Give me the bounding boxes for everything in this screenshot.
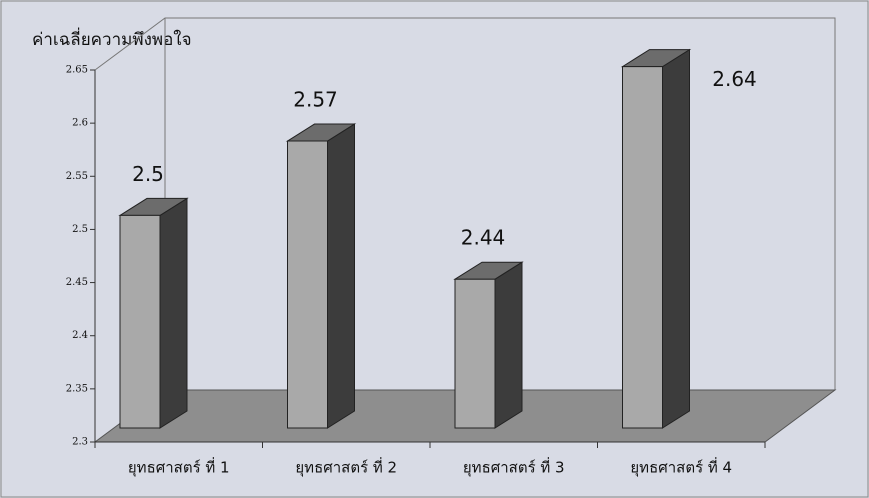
bar-front	[622, 66, 663, 429]
x-tick-label: ยุทธศาสตร์ ที่ 3	[463, 457, 565, 478]
bar-side	[327, 123, 355, 429]
y-tick-label: 2.45	[66, 277, 88, 288]
x-tick-label: ยุทธศาสตร์ ที่ 4	[630, 457, 732, 478]
y-tick-label: 2.3	[72, 437, 88, 448]
bar-front	[454, 278, 496, 429]
x-tick-label: ยุทธศาสตร์ ที่ 2	[295, 457, 397, 478]
y-tick-label: 2.55	[66, 171, 88, 182]
y-axis-title: ค่าเฉลี่ยความพึงพอใจ	[32, 27, 192, 50]
data-label: 2.57	[293, 88, 338, 112]
bar	[118, 197, 189, 429]
bar-front	[119, 214, 161, 429]
bar-side	[494, 261, 523, 429]
bar	[285, 123, 357, 429]
data-label: 2.44	[461, 226, 506, 250]
y-tick-label: 2.65	[66, 65, 88, 76]
data-label: 2.5	[132, 162, 164, 186]
back-wall	[94, 17, 836, 390]
y-tick-label: 2.5	[72, 224, 88, 235]
y-tick-label: 2.6	[72, 118, 88, 129]
bar	[620, 48, 692, 429]
data-label: 2.64	[712, 67, 757, 91]
bar	[453, 261, 524, 429]
y-tick-label: 2.4	[72, 330, 88, 341]
bar-front	[287, 140, 328, 429]
x-tick-label: ยุทธศาสตร์ ที่ 1	[128, 457, 230, 478]
y-tick-label: 2.35	[66, 383, 88, 394]
bar-side	[662, 48, 690, 429]
bar-side	[159, 197, 188, 429]
